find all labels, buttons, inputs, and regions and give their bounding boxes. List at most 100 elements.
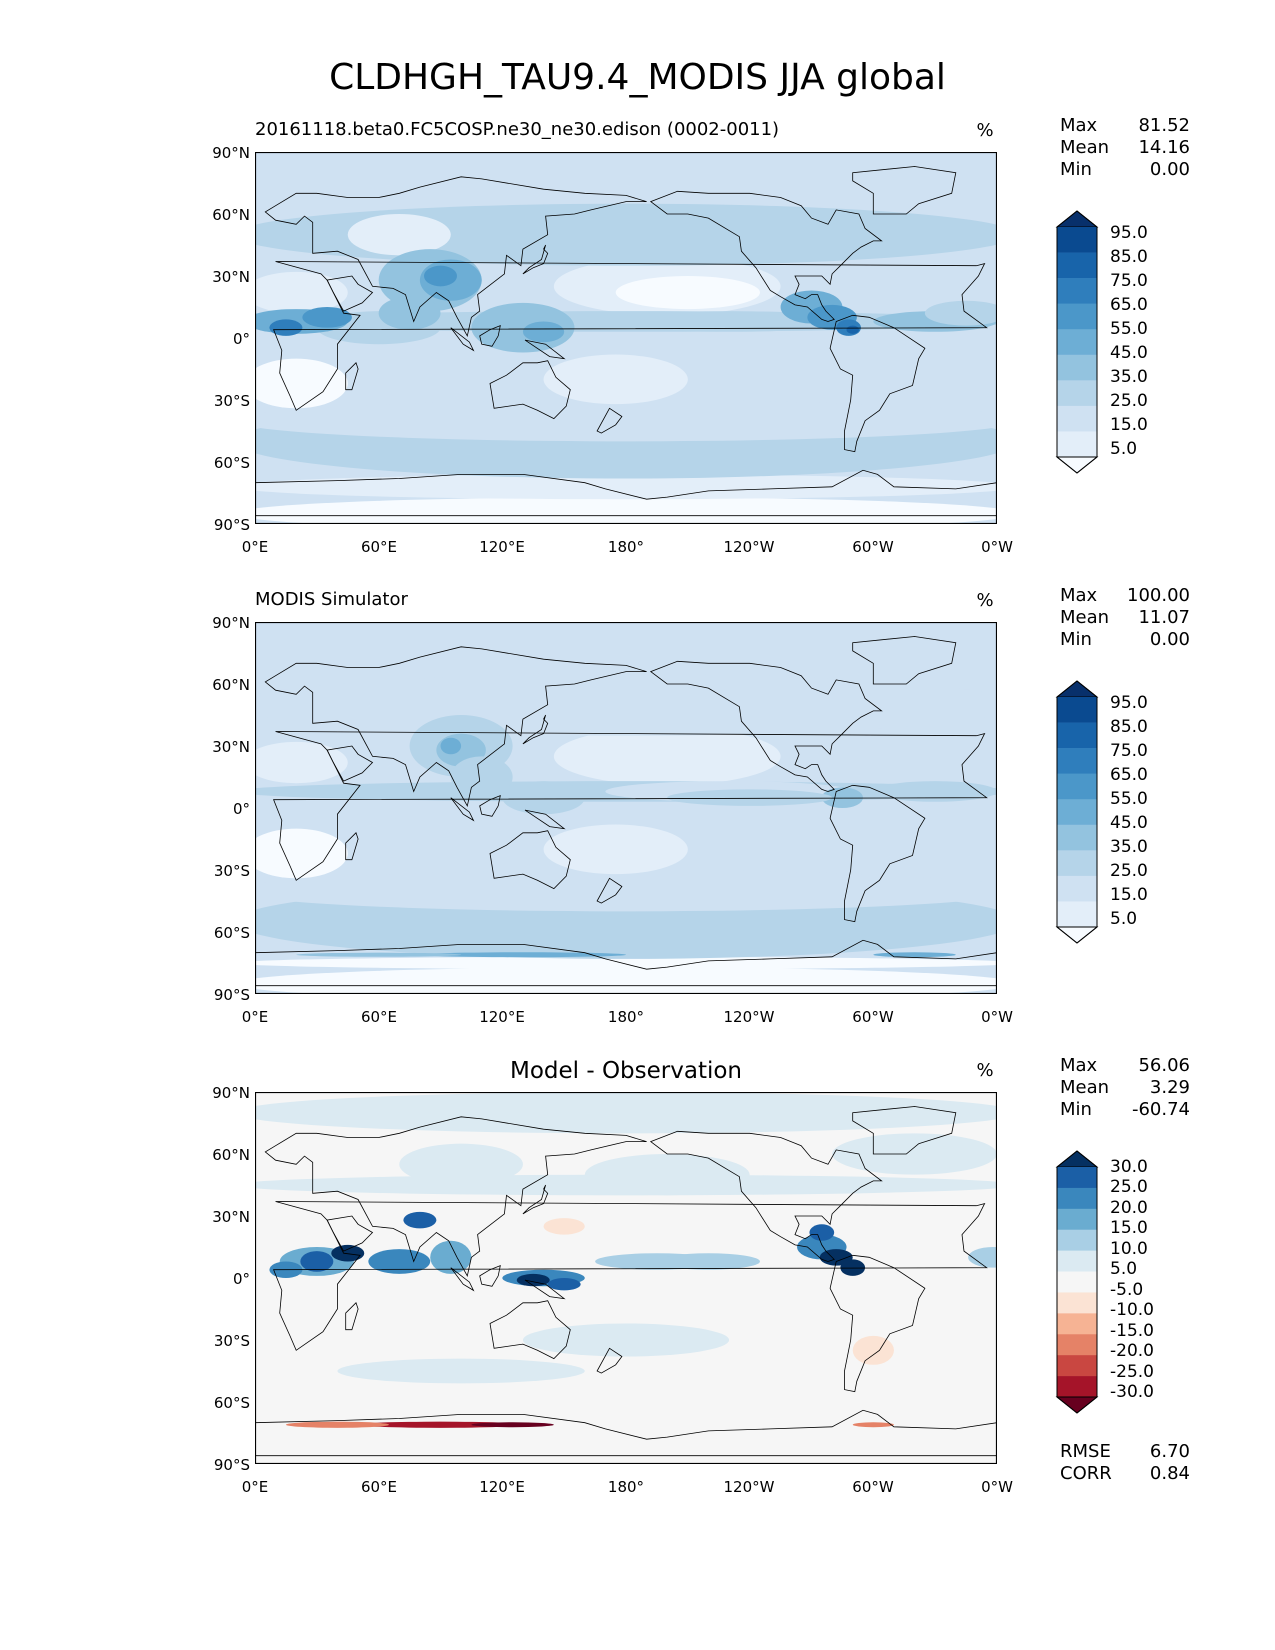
field-contour — [255, 497, 997, 524]
colorbar-label: -15.0 — [1110, 1321, 1154, 1341]
field-contour — [968, 1247, 997, 1268]
lat-tick-label: 90°S — [213, 516, 250, 534]
colorbar-label: 75.0 — [1110, 741, 1148, 761]
colorbar-segment — [1057, 1229, 1097, 1251]
field-contour — [502, 781, 585, 815]
panel-difference: Model - Observation % 90°N 60°N 30°N 0° … — [0, 1055, 1275, 1505]
colorbar-label: 35.0 — [1110, 837, 1148, 857]
coastline — [522, 244, 549, 275]
field-contour — [522, 321, 565, 343]
lon-tick-label: 60°E — [360, 1478, 398, 1496]
colorbar-label: -5.0 — [1110, 1280, 1144, 1300]
colorbar-segment — [1057, 354, 1097, 381]
field-contour — [873, 952, 956, 958]
lat-tick-label: 60°S — [213, 454, 250, 472]
field-contour — [547, 1278, 581, 1291]
field-contour — [255, 271, 348, 314]
lon-tick-label: 120°W — [723, 538, 775, 556]
lat-tick-label: 30°N — [212, 1208, 250, 1226]
field-contour — [543, 1218, 585, 1235]
colorbar-segment — [1057, 252, 1097, 279]
lat-tick-label: 90°S — [213, 1456, 250, 1474]
colorbar-segment — [1057, 405, 1097, 432]
coastline — [345, 832, 359, 861]
lat-tick-label: 60°N — [212, 206, 250, 224]
colorbar-segment — [1057, 1376, 1097, 1398]
map-frame-border — [255, 622, 997, 994]
colorbar-label: 55.0 — [1110, 319, 1148, 339]
colorbar-segment — [1057, 1271, 1097, 1293]
map-plot — [255, 152, 997, 524]
coastline — [264, 646, 647, 808]
lat-tick-label: 90°N — [212, 1084, 250, 1102]
colorbar-segment — [1057, 1208, 1097, 1231]
colorbar-label: 45.0 — [1110, 343, 1148, 363]
field-contour — [300, 1251, 334, 1272]
field-contour — [821, 787, 864, 808]
field-contour — [255, 673, 997, 736]
field-contour — [852, 1335, 894, 1365]
field-contour — [846, 325, 859, 334]
coastline — [345, 362, 359, 391]
stat-mean: Mean 14.16 — [1060, 137, 1190, 158]
panel-title: MODIS Simulator — [255, 589, 408, 610]
coastline — [326, 275, 374, 312]
colorbar-label: 15.0 — [1110, 415, 1148, 435]
coastline — [264, 176, 647, 338]
field-contour — [419, 952, 626, 958]
lat-tick-label: 30°N — [212, 738, 250, 756]
map-heatmap — [255, 1092, 997, 1464]
panel-title: Model - Observation — [509, 1058, 743, 1084]
stat-mean: Mean 3.29 — [1060, 1077, 1190, 1098]
colorbar-label: 15.0 — [1110, 1218, 1148, 1238]
colorbar-label: -25.0 — [1110, 1362, 1154, 1382]
colorbar-segment — [1057, 748, 1097, 774]
colorbar-segment — [1057, 380, 1097, 407]
colorbar-segment — [1057, 722, 1097, 749]
colorbar-segment — [1057, 303, 1097, 330]
colorbar-extend-min — [1055, 1396, 1099, 1414]
colorbar-segment — [1057, 850, 1097, 877]
lon-tick-label: 180° — [607, 1478, 645, 1496]
field-contour — [296, 952, 462, 957]
lon-tick-label: 0°W — [981, 1478, 1013, 1496]
field-contour — [269, 319, 303, 336]
colorbar-extend-min — [1055, 926, 1099, 944]
coastline — [649, 1130, 883, 1262]
colorbar-label: 95.0 — [1110, 693, 1148, 713]
coastline — [479, 324, 501, 347]
colorbar-label: 5.0 — [1110, 909, 1138, 929]
lon-tick-label: 60°W — [852, 1478, 894, 1496]
colorbar-label: 35.0 — [1110, 367, 1148, 387]
field-contour — [873, 781, 997, 802]
colorbar-segment — [1057, 1250, 1097, 1272]
lon-tick-label: 0°E — [241, 1478, 269, 1496]
field-contour — [430, 1240, 472, 1274]
field-contour — [440, 737, 462, 755]
lon-tick-label: 120°E — [479, 538, 525, 556]
field-contour — [522, 1323, 730, 1357]
panel-title: 20161118.beta0.FC5COSP.ne30_ne30.edison … — [255, 119, 780, 140]
colorbar-label: 5.0 — [1110, 1259, 1138, 1279]
lat-tick-label: 90°N — [212, 614, 250, 632]
colorbar-outline — [1056, 210, 1098, 474]
units-label: % — [976, 590, 994, 611]
colorbar — [1055, 210, 1099, 474]
field-contour — [255, 1174, 997, 1196]
field-contour — [337, 1358, 585, 1384]
colorbar-label: 95.0 — [1110, 223, 1148, 243]
field-contour — [302, 307, 352, 328]
colorbar — [1055, 680, 1099, 944]
colorbar-outline — [1056, 1150, 1098, 1414]
colorbar-segment — [1057, 799, 1097, 826]
colorbar-segment — [1057, 875, 1097, 902]
field-contour — [403, 1211, 437, 1229]
colorbar-segment — [1057, 1292, 1097, 1314]
colorbar-label: 5.0 — [1110, 439, 1138, 459]
panel-model: 20161118.beta0.FC5COSP.ne30_ne30.edison … — [0, 115, 1275, 565]
map-plot — [255, 1092, 997, 1464]
lat-tick-label: 90°N — [212, 144, 250, 162]
field-contour — [450, 756, 513, 798]
colorbar-label: 15.0 — [1110, 885, 1148, 905]
colorbar-label: 45.0 — [1110, 813, 1148, 833]
